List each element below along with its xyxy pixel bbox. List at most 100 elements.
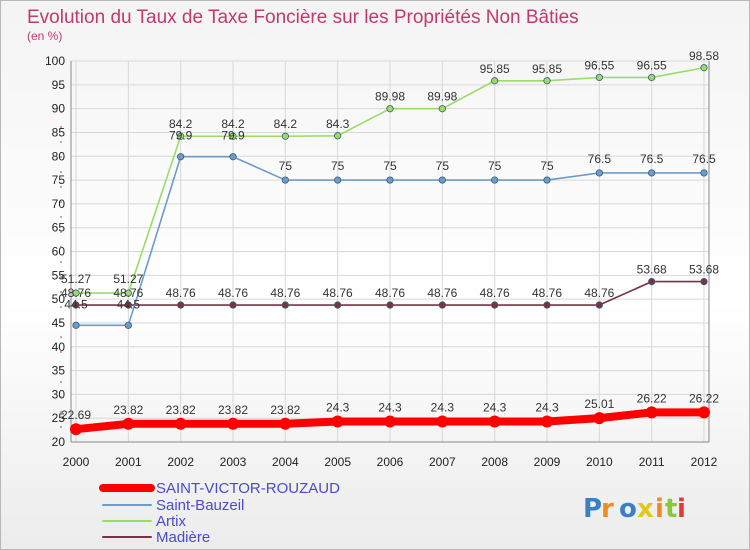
data-label: 48.76 bbox=[375, 286, 405, 300]
data-label: 76.5 bbox=[692, 152, 716, 166]
data-label: 23.82 bbox=[270, 403, 300, 417]
y-tick-label: 80 bbox=[52, 149, 66, 163]
series-point bbox=[438, 176, 446, 184]
data-label: 84.2 bbox=[274, 117, 298, 131]
data-label: 51.27 bbox=[113, 272, 143, 286]
x-tick-label: 2006 bbox=[377, 455, 404, 469]
series-point bbox=[438, 105, 446, 113]
series-point bbox=[227, 417, 239, 430]
data-label: 75 bbox=[540, 159, 554, 173]
series-point bbox=[124, 301, 132, 309]
series-point bbox=[281, 301, 289, 309]
data-label: 24.3 bbox=[378, 401, 402, 415]
series-point bbox=[334, 301, 342, 309]
x-tick-label: 2008 bbox=[481, 455, 508, 469]
series-point bbox=[279, 417, 292, 430]
y-tick-label: 60 bbox=[52, 245, 66, 259]
y-tick-label: 90 bbox=[52, 102, 66, 116]
series-point bbox=[543, 176, 551, 184]
series-point bbox=[124, 321, 132, 329]
series-point bbox=[334, 132, 342, 140]
data-label: 48.76 bbox=[480, 286, 510, 300]
series-point bbox=[72, 289, 80, 297]
x-tick-label: 2009 bbox=[534, 455, 561, 469]
logo-letter: o bbox=[619, 494, 637, 524]
data-label: 53.68 bbox=[637, 263, 667, 277]
y-tick-label: 20 bbox=[52, 435, 66, 449]
series-point bbox=[177, 301, 185, 309]
logo-letter: i bbox=[677, 494, 686, 524]
x-tick-label: 2010 bbox=[586, 455, 613, 469]
series-point bbox=[543, 77, 551, 85]
series-point bbox=[386, 105, 394, 113]
data-label: 26.22 bbox=[637, 391, 667, 405]
data-label: 23.82 bbox=[218, 403, 248, 417]
legend-label: Saint-Bauzeil bbox=[156, 497, 244, 514]
y-tick-label: 55 bbox=[52, 268, 66, 282]
logo-letter: i bbox=[655, 494, 664, 524]
series-point bbox=[124, 289, 132, 297]
data-label: 23.82 bbox=[113, 403, 143, 417]
series-point bbox=[70, 423, 82, 436]
x-tick-label: 2001 bbox=[115, 455, 142, 469]
data-label: 48.76 bbox=[218, 286, 248, 300]
series-point bbox=[645, 406, 658, 419]
series-point bbox=[648, 277, 656, 286]
series-point bbox=[648, 73, 656, 82]
series-point bbox=[595, 301, 603, 309]
series-point bbox=[281, 176, 289, 184]
data-label: 98.58 bbox=[689, 49, 719, 63]
data-label: 48.76 bbox=[61, 286, 91, 300]
legend-label: Madière bbox=[156, 529, 210, 546]
series-point bbox=[698, 406, 710, 419]
series-point bbox=[700, 169, 708, 177]
data-label: 48.76 bbox=[532, 286, 562, 300]
x-tick-label: 2011 bbox=[639, 455, 665, 469]
data-label: 24.3 bbox=[326, 401, 350, 415]
series-point bbox=[438, 301, 446, 309]
series-point bbox=[174, 417, 187, 430]
series-point bbox=[491, 176, 499, 184]
series-point bbox=[177, 153, 185, 161]
data-label: 75 bbox=[331, 159, 345, 173]
y-tick-label: 75 bbox=[52, 173, 66, 187]
series-point bbox=[700, 277, 708, 286]
series-point bbox=[543, 301, 551, 309]
data-label: 44.5 bbox=[117, 297, 141, 311]
series-point bbox=[386, 176, 394, 184]
series-point bbox=[177, 132, 185, 140]
logo-letter: r bbox=[601, 494, 614, 524]
series-point bbox=[488, 415, 501, 428]
data-label: 75 bbox=[383, 159, 397, 173]
data-label: 44.5 bbox=[64, 297, 88, 311]
data-label: 84.2 bbox=[169, 117, 193, 131]
y-tick-label: 100 bbox=[45, 54, 65, 68]
label-layer: 22.69 23.82 23.82 23.82 23.82 24.3 24.3 24.3 24.… bbox=[61, 49, 719, 422]
chart-subtitle: (en %) bbox=[27, 29, 62, 43]
data-label: 48.76 bbox=[323, 286, 353, 300]
series-point bbox=[331, 415, 344, 428]
series-point bbox=[648, 169, 656, 177]
data-label: 75 bbox=[279, 159, 293, 173]
data-label: 89.98 bbox=[375, 90, 405, 104]
series-point bbox=[384, 415, 396, 428]
y-tick-label: 35 bbox=[52, 364, 66, 378]
data-label: 48.76 bbox=[270, 286, 300, 300]
y-tick-label: 40 bbox=[52, 340, 66, 354]
data-label: 25.01 bbox=[584, 397, 614, 411]
data-label: 51.27 bbox=[61, 272, 91, 286]
x-tick-label: 2012 bbox=[691, 455, 718, 469]
y-tick-label: 65 bbox=[52, 221, 66, 235]
legend-label: SAINT-VICTOR-ROUZAUD bbox=[156, 480, 340, 497]
series-point bbox=[595, 169, 603, 177]
y-tick-label: 30 bbox=[52, 387, 66, 401]
data-label: 76.5 bbox=[588, 152, 612, 166]
series-point bbox=[72, 301, 80, 309]
y-tick-label: 85 bbox=[52, 125, 66, 139]
series-point bbox=[595, 73, 603, 82]
data-label: 95.85 bbox=[480, 62, 510, 76]
chart-title: Evolution du Taux de Taxe Foncière sur l… bbox=[27, 7, 579, 28]
x-tick-label: 2007 bbox=[429, 455, 456, 469]
data-label: 53.68 bbox=[689, 263, 719, 277]
